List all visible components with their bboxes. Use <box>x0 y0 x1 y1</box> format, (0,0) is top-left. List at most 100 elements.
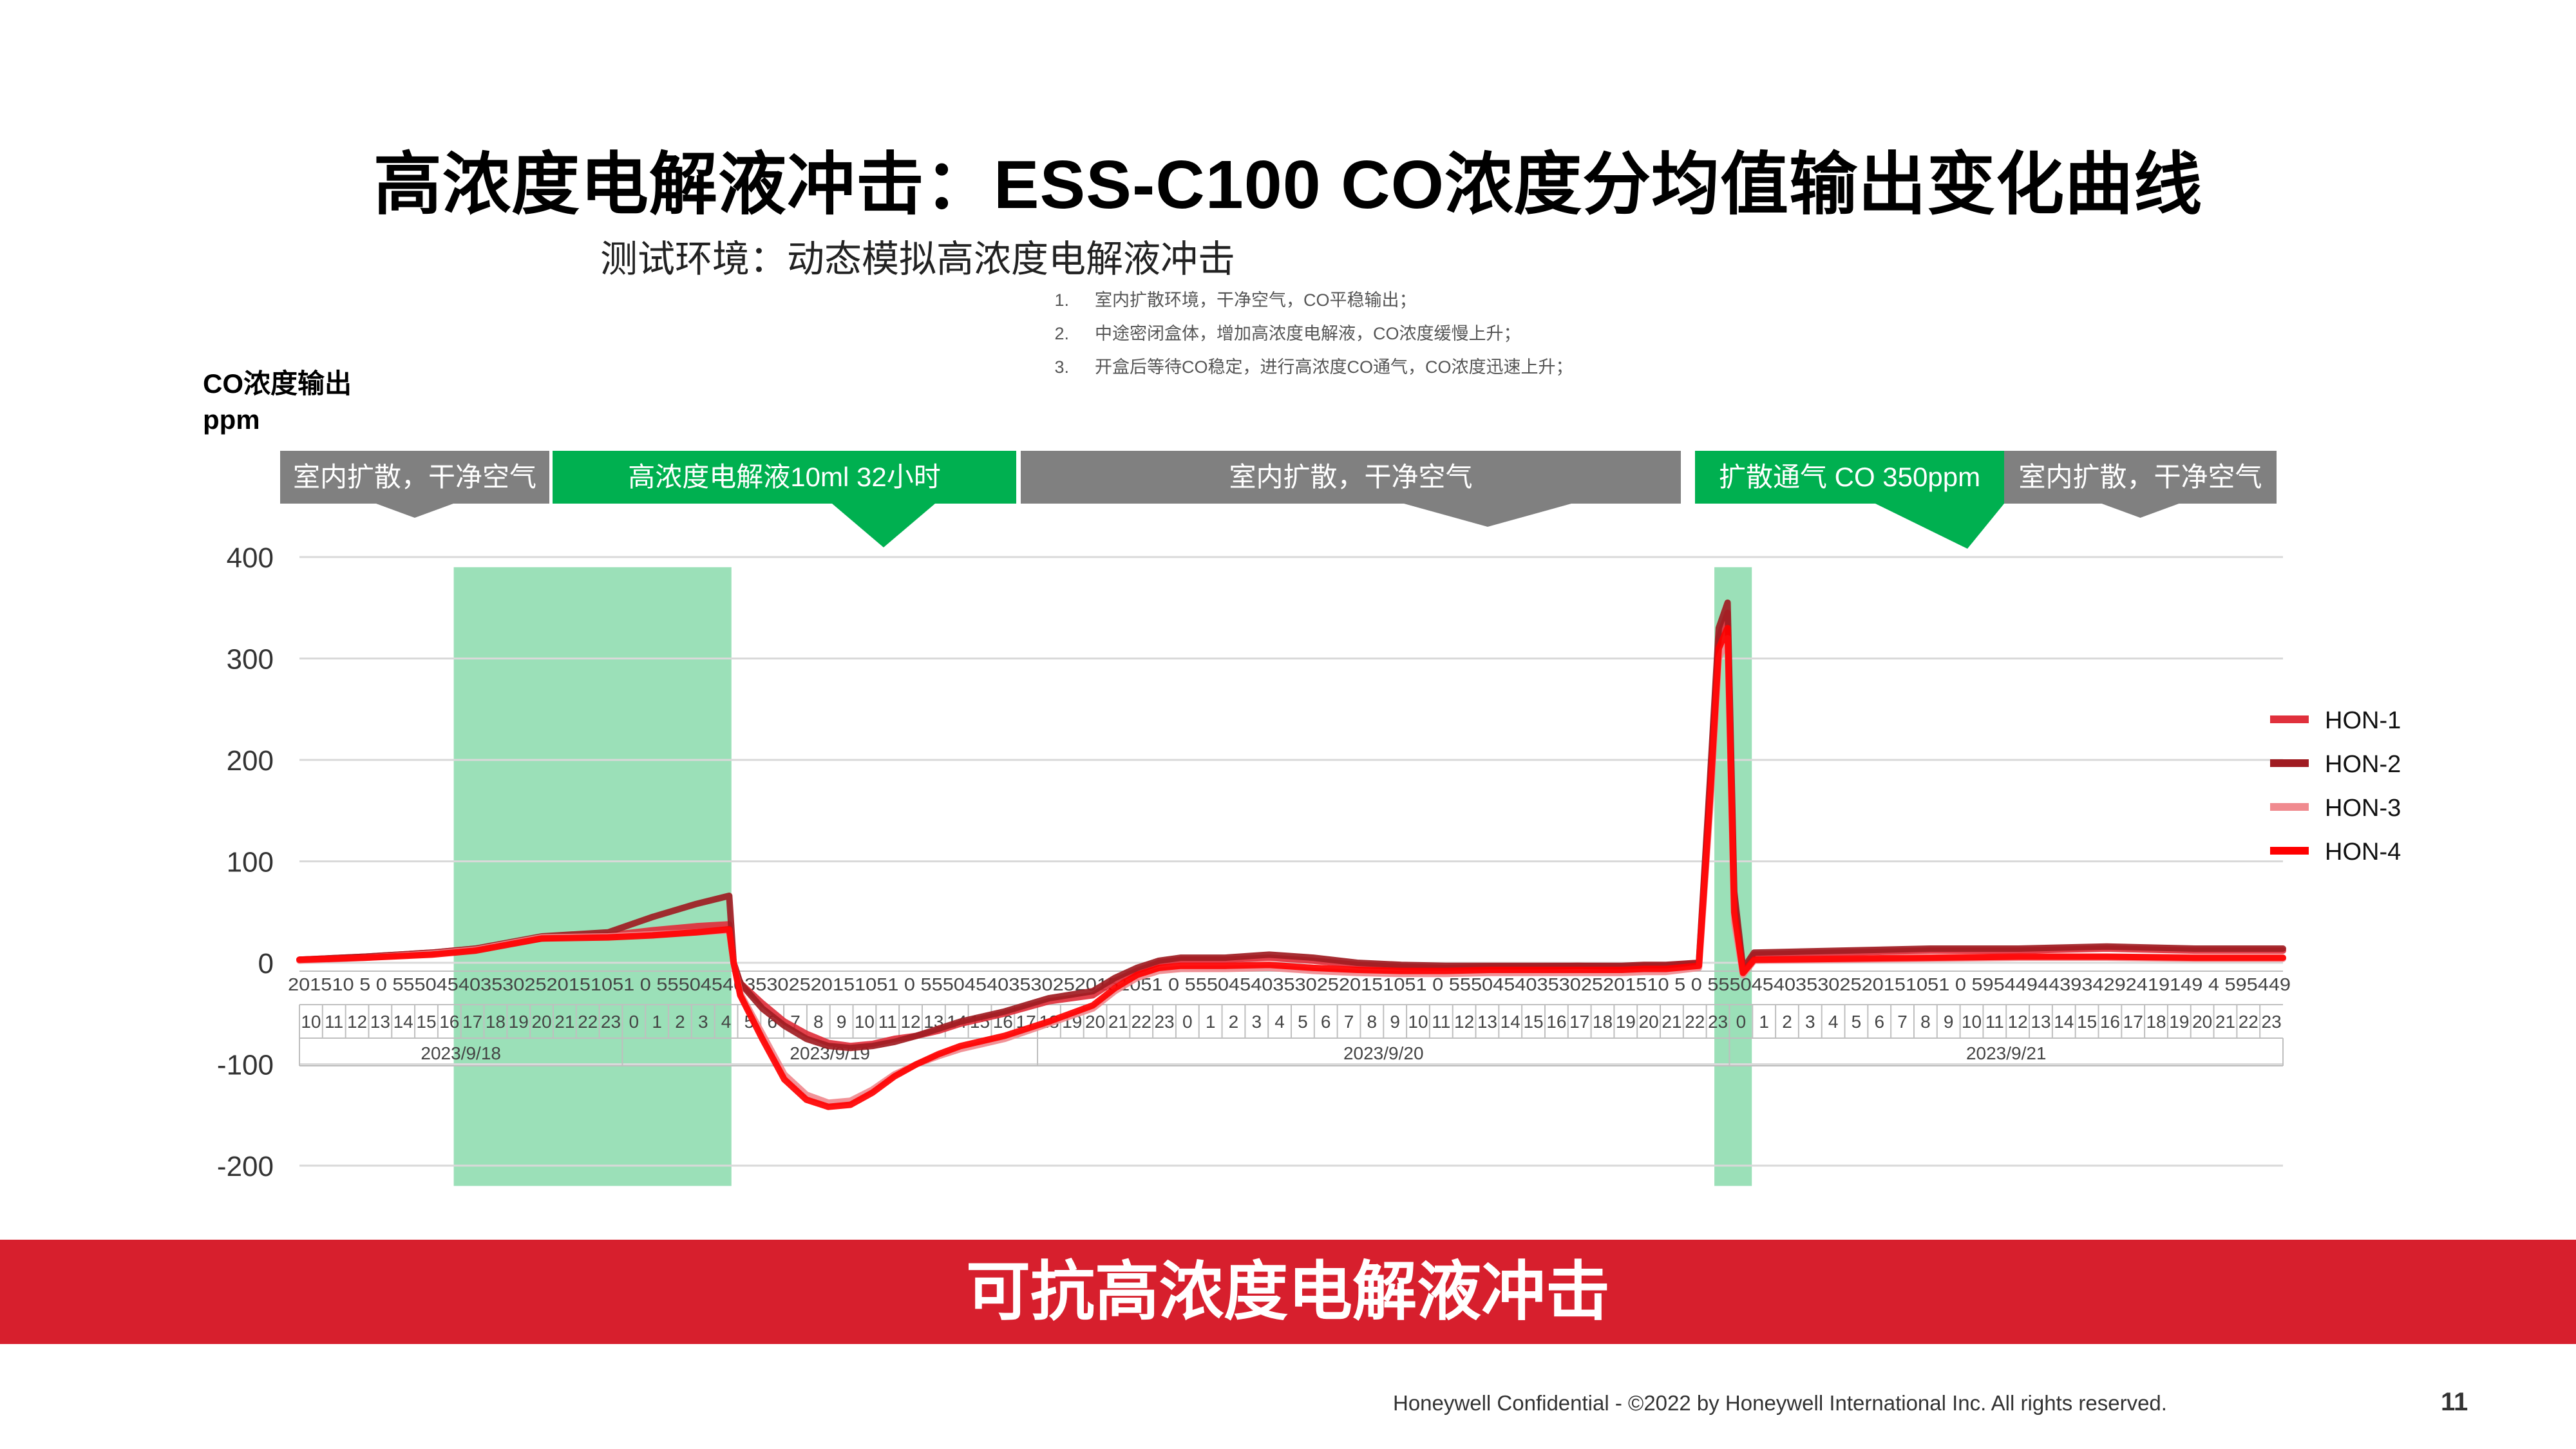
phase-pointer <box>1404 504 1571 527</box>
footer-text: Honeywell Confidential - ©2022 by Honeyw… <box>1393 1391 2167 1415</box>
phase-box <box>1695 451 2004 504</box>
x-hour-label: 19 <box>1616 1012 1636 1032</box>
x-hour-label: 23 <box>2262 1012 2282 1032</box>
note-item: 2. 中途密闭盒体，增加高浓度电解液，CO浓度缓慢上升； <box>992 317 1829 350</box>
phase-pointer <box>376 504 453 518</box>
note-item: 3. 开盒后等待CO稳定，进行高浓度CO通气，CO浓度迅速上升； <box>992 350 1829 384</box>
x-hour-label: 4 <box>1274 1012 1285 1032</box>
x-hour-label: 9 <box>1390 1012 1400 1032</box>
x-hour-label: 9 <box>837 1012 847 1032</box>
phase-pointer <box>2101 504 2179 518</box>
x-hour-label: 18 <box>486 1012 506 1032</box>
phase-label: 室内扩散，干净空气 <box>293 462 536 492</box>
x-hour-label: 22 <box>2239 1012 2259 1032</box>
phase-label: 室内扩散，干净空气 <box>2018 462 2262 492</box>
x-hour-label: 11 <box>878 1012 897 1032</box>
x-hour-label: 22 <box>1685 1012 1705 1032</box>
note-item: 1. 室内扩散环境，干净空气，CO平稳输出； <box>992 283 1829 317</box>
x-hour-label: 7 <box>1344 1012 1354 1032</box>
note-number: 2. <box>1054 324 1069 343</box>
x-hour-label: 6 <box>1321 1012 1331 1032</box>
phase-label: 室内扩散，干净空气 <box>1229 462 1472 492</box>
x-hour-label: 18 <box>2146 1012 2166 1032</box>
x-hour-label: 22 <box>578 1012 598 1032</box>
series-line-hon-4 <box>296 625 2286 1110</box>
grid-lines <box>299 556 2283 1167</box>
page-number: 11 <box>2441 1388 2468 1416</box>
legend-label: HON-3 <box>2325 795 2401 822</box>
y-tick-label: 200 <box>227 745 274 777</box>
x-hour-label: 15 <box>416 1012 436 1032</box>
x-hour-label: 2 <box>675 1012 685 1032</box>
note-number: 3. <box>1054 357 1069 377</box>
x-hour-label: 21 <box>1108 1012 1128 1032</box>
x-hour-label: 11 <box>1432 1012 1450 1032</box>
y-tick-label: -200 <box>217 1151 274 1182</box>
x-hour-label: 18 <box>1593 1012 1613 1032</box>
x-hour-label: 20 <box>2192 1012 2212 1032</box>
phase-box <box>553 451 1016 504</box>
x-hour-label: 19 <box>509 1012 529 1032</box>
x-hour-label: 14 <box>1501 1012 1520 1032</box>
x-hour-label: 17 <box>1569 1012 1589 1032</box>
x-hour-label: 8 <box>1920 1012 1931 1032</box>
x-hour-label: 12 <box>347 1012 367 1032</box>
x-hour-label: 10 <box>1408 1012 1428 1032</box>
x-hour-label: 12 <box>2008 1012 2028 1032</box>
phase-label: 扩散通气 CO 350ppm <box>1719 462 1980 492</box>
x-hour-label: 20 <box>531 1012 551 1032</box>
x-hour-label: 12 <box>1454 1012 1474 1032</box>
series-lines <box>296 599 2286 1110</box>
legend-label: HON-2 <box>2325 751 2401 778</box>
x-hour-label: 16 <box>2100 1012 2120 1032</box>
x-hour-label: 14 <box>2054 1012 2074 1032</box>
x-hour-label: 15 <box>2077 1012 2097 1032</box>
x-hour-label: 19 <box>2169 1012 2189 1032</box>
note-text: 开盒后等待CO稳定，进行高浓度CO通气，CO浓度迅速上升； <box>1095 357 1573 377</box>
x-minute-labels: 201510 5 0 5550454035302520151051 0 5550… <box>288 974 2291 994</box>
phase-box <box>280 451 549 504</box>
x-date-label: 2023/9/20 <box>1343 1043 1424 1063</box>
x-hour-label: 20 <box>1639 1012 1659 1032</box>
x-hour-label: 1 <box>1759 1012 1769 1032</box>
x-hour-label: 2 <box>1782 1012 1792 1032</box>
highlight-region <box>453 567 732 1186</box>
x-hour-label: 5 <box>1298 1012 1308 1032</box>
x-hour-label: 13 <box>370 1012 390 1032</box>
x-axis: 10 11 12 13 14 15 16 17 18 19 20 21 22 23 0 1 2 3 4 5 6 7 8 9 10… <box>288 971 2291 1066</box>
x-hour-label: 2 <box>1229 1012 1239 1032</box>
highlight-regions <box>453 567 1752 1186</box>
x-hour-label: 11 <box>1985 1012 2004 1032</box>
phase-box <box>2004 451 2277 504</box>
slide-title: 高浓度电解液冲击：ESS-C100 CO浓度分均值输出变化曲线 <box>373 147 2203 223</box>
x-date-label: 2023/9/18 <box>421 1043 501 1063</box>
x-hour-label: 6 <box>1874 1012 1884 1032</box>
x-hour-label: 3 <box>698 1012 708 1032</box>
x-hour-label: 17 <box>2123 1012 2143 1032</box>
x-date-label: 2023/9/21 <box>1966 1043 2047 1063</box>
x-hour-label: 20 <box>1085 1012 1105 1032</box>
x-hour-label: 10 <box>301 1012 321 1032</box>
x-hour-label: 9 <box>1944 1012 1954 1032</box>
x-hour-label: 8 <box>813 1012 824 1032</box>
phase-pointer <box>1875 504 2004 549</box>
x-hour-label: 21 <box>2215 1012 2235 1032</box>
x-hour-label: 3 <box>1251 1012 1262 1032</box>
x-hour-label: 22 <box>1132 1012 1151 1032</box>
x-hour-label: 13 <box>1477 1012 1497 1032</box>
x-hour-label: 1 <box>652 1012 662 1032</box>
x-hour-label: 0 <box>629 1012 639 1032</box>
x-hour-label: 16 <box>1546 1012 1566 1032</box>
legend-label: HON-1 <box>2325 707 2401 734</box>
x-hour-label: 23 <box>601 1012 621 1032</box>
y-tick-label: 100 <box>227 847 274 878</box>
y-axis-label: CO浓度输出 ppm <box>203 366 352 438</box>
y-tick-label: -100 <box>217 1050 274 1081</box>
conclusion-banner: 可抗高浓度电解液冲击 <box>0 1240 2576 1344</box>
phase-box <box>1021 451 1681 504</box>
phase-labels: 室内扩散，干净空气 高浓度电解液10ml 32小时 室内扩散，干净空气 扩散通气 CO… <box>280 451 2277 549</box>
x-hour-label: 21 <box>554 1012 574 1032</box>
x-hour-label: 16 <box>439 1012 459 1032</box>
x-hour-label: 23 <box>1154 1012 1174 1032</box>
